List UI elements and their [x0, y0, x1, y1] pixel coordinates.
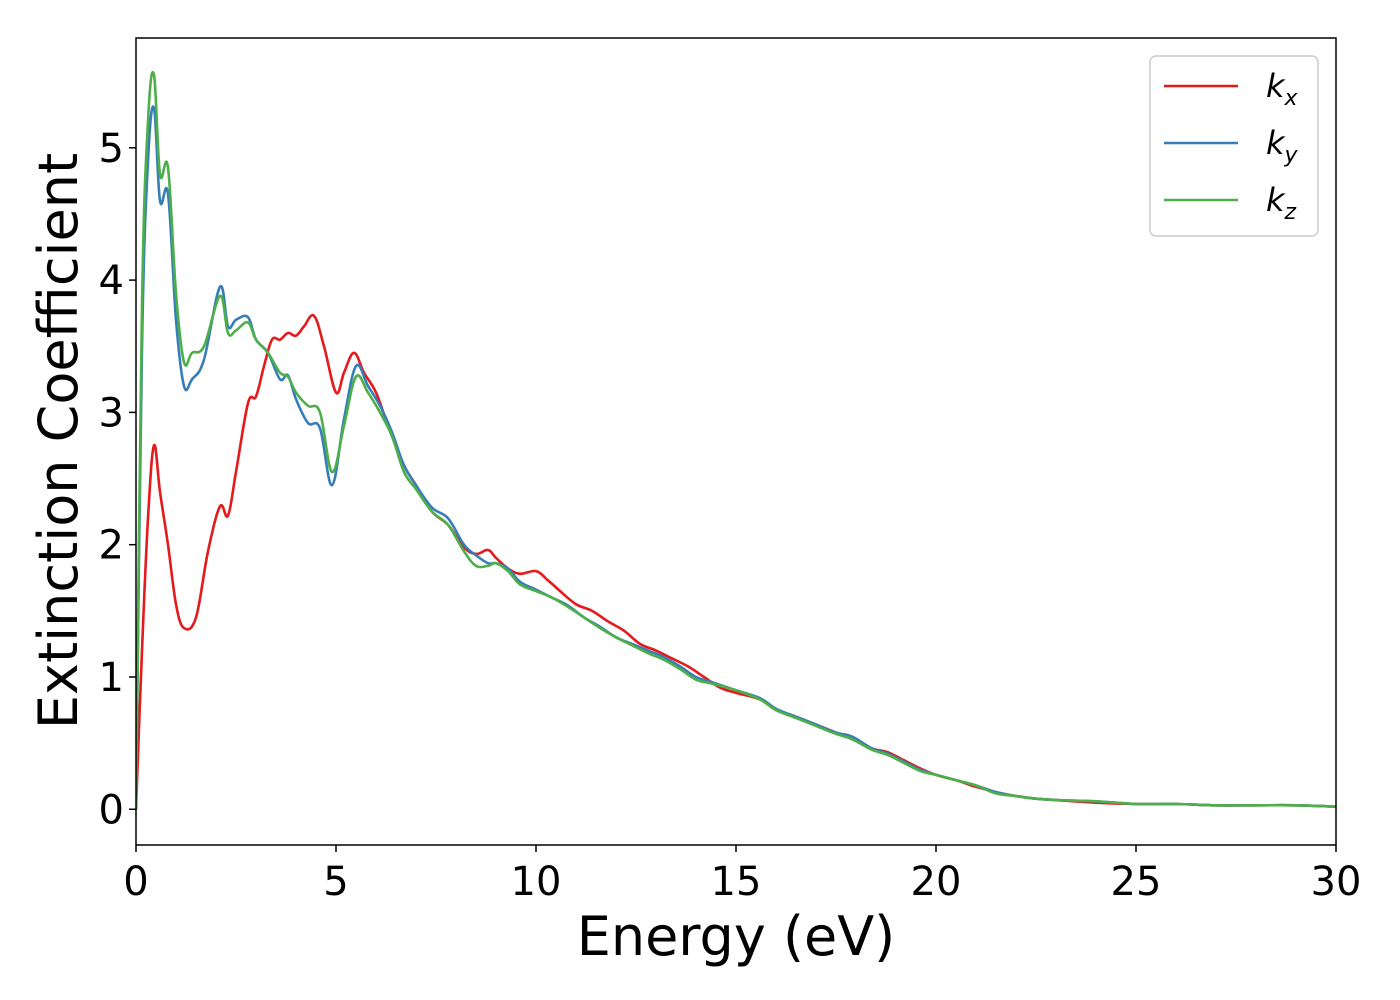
- y-tick-label: 2: [99, 523, 124, 569]
- x-axis: 0 5 10 15 20 25 30: [123, 845, 1361, 905]
- x-tick-label: 30: [1311, 859, 1362, 905]
- legend: kx ky kz: [1149, 55, 1319, 237]
- x-tick-label: 5: [323, 859, 348, 905]
- y-tick-label: 4: [99, 258, 124, 304]
- x-tick-label: 15: [711, 859, 762, 905]
- y-tick-label: 3: [99, 390, 124, 436]
- y-axis-title: Extinction Coefficient: [27, 153, 90, 729]
- y-tick-label: 0: [99, 787, 124, 833]
- series-layer: [136, 70, 1336, 810]
- legend-label-k-x: kx: [1266, 67, 1299, 111]
- series-line-k-z: [136, 70, 1336, 810]
- x-tick-label: 20: [911, 859, 962, 905]
- y-axis: 0 1 2 3 4 5: [99, 126, 136, 833]
- legend-label-k-y: ky: [1266, 124, 1299, 168]
- legend-label-k-z: kz: [1266, 181, 1297, 225]
- x-tick-label: 10: [511, 859, 562, 905]
- y-tick-label: 1: [99, 655, 124, 701]
- x-tick-label: 0: [123, 859, 148, 905]
- x-tick-label: 25: [1111, 859, 1162, 905]
- legend-box: [1149, 55, 1319, 237]
- x-axis-title: Energy (eV): [577, 905, 896, 968]
- y-tick-label: 5: [99, 126, 124, 172]
